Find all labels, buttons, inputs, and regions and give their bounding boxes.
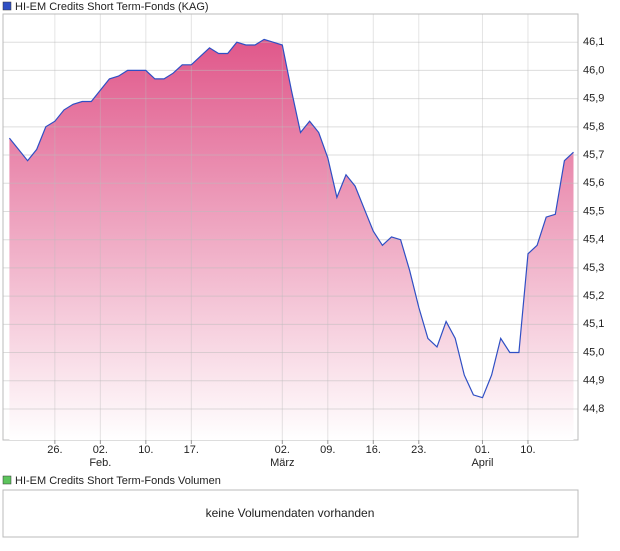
y-tick-label: 45,7 (583, 149, 604, 161)
x-tick-label: 17. (184, 444, 199, 456)
y-tick-label: 45,5 (583, 205, 604, 217)
x-tick-label: 26. (47, 444, 62, 456)
y-tick-label: 45,2 (583, 290, 604, 302)
legend-swatch (2, 475, 12, 485)
x-tick-label: 09. (320, 444, 335, 456)
y-tick-label: 45,6 (583, 177, 604, 189)
y-tick-label: 45,4 (583, 234, 604, 246)
legend-label: HI-EM Credits Short Term-Fonds Volumen (15, 475, 221, 487)
line (8, 38, 574, 399)
y-tick-label: 46,0 (583, 64, 604, 76)
y-tick-label: 45,8 (583, 121, 604, 133)
x-tick-label: 02. (93, 444, 108, 456)
x-tick-label: 10. (520, 444, 535, 456)
x-tick-label: 16. (366, 444, 381, 456)
legend-label: HI-EM Credits Short Term-Fonds (KAG) (15, 1, 209, 13)
y-tick-label: 44,9 (583, 375, 604, 387)
y-tick-label: 45,1 (583, 318, 604, 330)
x-tick-label: 02. (275, 444, 290, 456)
month-label: April (471, 457, 493, 469)
legend-swatch (2, 1, 12, 11)
y-tick-label: 45,9 (583, 93, 604, 105)
x-tick-label: 23. (411, 444, 426, 456)
y-tick-label: 44,8 (583, 403, 604, 415)
x-tick-label: 01. (475, 444, 490, 456)
y-tick-label: 45,3 (583, 262, 604, 274)
month-label: Feb. (89, 457, 111, 469)
x-tick-label: 10. (138, 444, 153, 456)
volume-message: keine Volumendaten vorhanden (206, 506, 375, 520)
y-tick-label: 45,0 (583, 346, 604, 358)
month-label: März (270, 457, 294, 469)
y-tick-label: 46,1 (583, 36, 604, 48)
volume-panel (2, 489, 579, 538)
